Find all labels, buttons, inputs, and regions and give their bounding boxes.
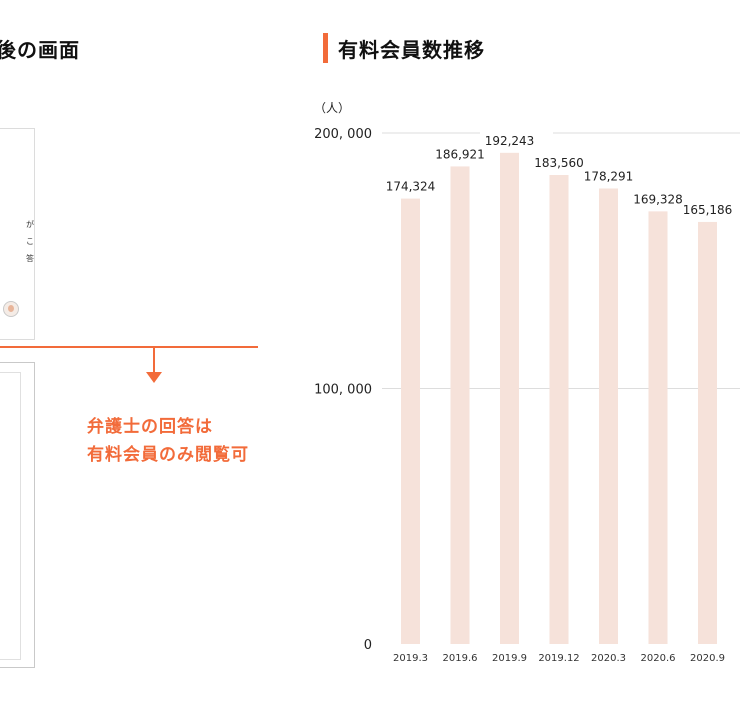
bar-data-label: 174,324 [386,180,436,194]
x-tick-label: 2019.9 [492,653,527,664]
mock-text-line-1: が [26,220,34,229]
bar [648,211,668,645]
x-tick-label: 2020.6 [641,653,676,664]
bar-data-label: 178,291 [584,169,634,183]
callout-line-1: 弁護士の回答は [87,417,213,437]
down-arrow-stem [153,346,155,374]
mock-text-line-2: こ [26,237,34,246]
down-arrow-icon [146,372,162,383]
left-section-title: 後の画面 [0,38,80,62]
y-tick-label: 0 [364,638,372,653]
paywall-callout: 弁護士の回答は 有料会員のみ閲覧可 [87,413,249,469]
bar-data-label: 183,560 [534,156,584,170]
x-tick-label: 2020.3 [591,653,626,664]
y-tick-label: 100, 000 [314,383,372,398]
x-tick-label: 2020.9 [690,653,725,664]
callout-line-2: 有料会員のみ閲覧可 [87,445,249,465]
y-unit-label: （人） [314,101,350,115]
title-accent-bar [323,33,328,63]
mock-text-line-3: 答 [26,254,34,263]
avatar [3,301,19,317]
bar [599,188,618,644]
y-tick-label: 200, 000 [314,127,372,142]
mock-answer-card [0,362,35,668]
bar [549,175,569,644]
mock-answer-inner [0,372,21,660]
chart-title: 有料会員数推移 [338,38,485,62]
paywall-divider-line [0,346,258,348]
bar-data-label: 192,243 [485,134,535,148]
bar-data-label: 165,186 [683,203,733,217]
bar [401,198,420,644]
bar [500,152,519,644]
bar [450,166,470,644]
x-tick-label: 2019.3 [393,653,428,664]
bar [698,221,717,644]
x-tick-label: 2019.6 [443,653,478,664]
bar-data-label: 186,921 [435,147,485,161]
bar-data-label: 169,328 [633,192,683,206]
x-tick-label: 2019.12 [538,653,579,664]
